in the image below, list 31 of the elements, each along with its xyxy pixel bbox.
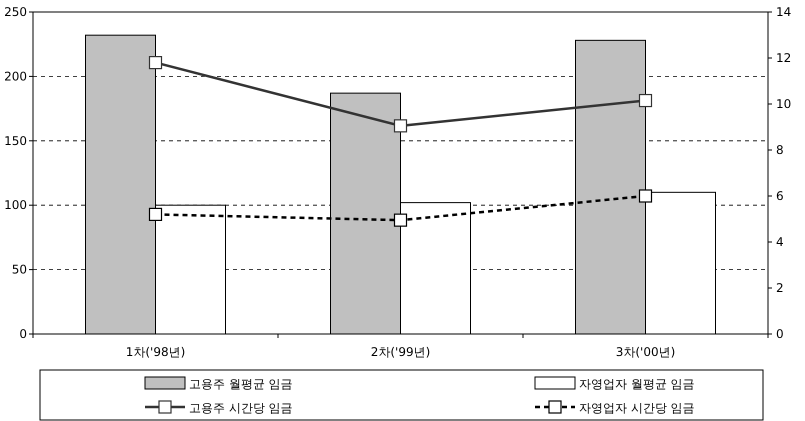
y-tick-label: 150	[4, 134, 27, 148]
y-tick-label: 100	[4, 198, 27, 212]
legend-item: 자영업자 시간당 임금	[535, 400, 695, 415]
legend-item: 고용주 시간당 임금	[145, 400, 293, 415]
point	[394, 119, 408, 132]
x-tick-label: 3차('00년)	[616, 345, 676, 359]
legend-label: 자영업자 월평균 임금	[579, 377, 695, 391]
legend-label: 고용주 시간당 임금	[189, 401, 293, 415]
y2-tick-label: 4	[776, 235, 784, 249]
legend-item: 고용주 월평균 임금	[144, 376, 293, 391]
y2-tick-label: 12	[776, 51, 792, 65]
y-tick-label: 0	[19, 327, 27, 341]
point	[394, 214, 408, 227]
y2-tick-label: 6	[776, 189, 784, 203]
y-tick-label: 50	[12, 262, 27, 277]
legend-label: 고용주 월평균 임금	[189, 377, 293, 391]
y2-tick-label: 0	[776, 327, 784, 341]
point	[638, 189, 652, 203]
y2-tick-label: 8	[776, 143, 784, 157]
point	[148, 56, 162, 70]
point	[148, 208, 162, 221]
x-tick-label: 2차('99년)	[370, 345, 430, 359]
y2-tick-label: 14	[776, 5, 792, 19]
x-tick-label: 1차('98년)	[126, 345, 186, 359]
y2-tick-label: 2	[776, 281, 784, 295]
legend-item: 자영업자 월평균 임금	[534, 376, 695, 391]
y2-tick-label: 10	[776, 97, 792, 111]
legend-label: 자영업자 시간당 임금	[579, 401, 695, 415]
point	[638, 94, 652, 108]
y-tick-label: 250	[4, 5, 27, 19]
y-tick-label: 200	[4, 69, 27, 84]
